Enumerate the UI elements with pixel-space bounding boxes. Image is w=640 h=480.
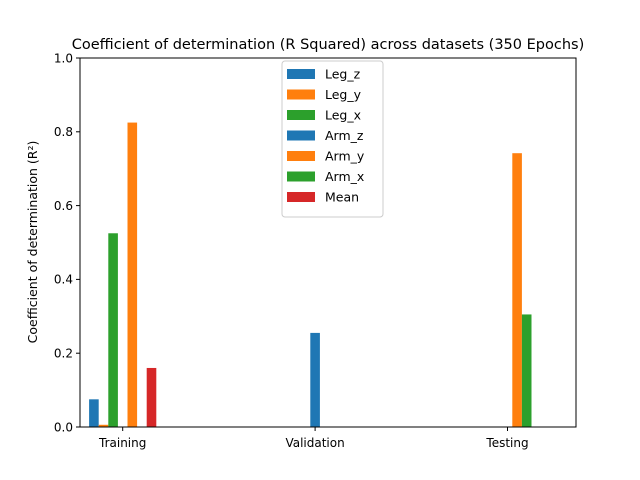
legend-swatch — [287, 89, 315, 100]
chart-title: Coefficient of determination (R Squared)… — [72, 37, 584, 53]
legend-swatch — [287, 192, 315, 202]
x-axis: Training Validation Testing — [98, 427, 529, 450]
legend-swatch — [287, 110, 315, 120]
legend-swatch — [287, 171, 315, 182]
legend-label: Mean — [325, 190, 359, 205]
legend-label: Leg_y — [325, 87, 362, 102]
legend-label: Arm_x — [325, 169, 364, 184]
legend-label: Leg_x — [325, 108, 361, 123]
legend-label: Leg_z — [325, 67, 361, 82]
legend-label: Arm_z — [325, 128, 364, 143]
plot-frame — [79, 57, 577, 428]
bar-arm-y-testing — [512, 153, 522, 427]
bars-layer — [89, 122, 532, 427]
y-tick-label: 0.8 — [54, 125, 73, 139]
y-tick-label: 0.4 — [54, 273, 73, 287]
y-axis-label: Coefficient of determination (R²) — [25, 141, 40, 344]
bar-arm-y-training — [127, 122, 138, 427]
x-tick-label: Training — [98, 436, 146, 450]
legend-swatch — [287, 151, 315, 161]
legend-label: Arm_y — [325, 149, 365, 164]
y-tick-label: 1.0 — [54, 51, 73, 65]
legend-swatch — [287, 130, 315, 141]
bar-leg-x-training — [108, 233, 118, 427]
x-tick-label: Testing — [485, 436, 528, 450]
y-tick-label: 0.2 — [54, 347, 73, 361]
bar-leg-z-training — [89, 399, 99, 427]
bar-arm-z-validation — [310, 332, 320, 427]
y-tick-label: 0.6 — [54, 199, 73, 213]
y-tick-label: 0.0 — [54, 420, 73, 434]
x-tick-label: Validation — [285, 436, 344, 450]
bar-arm-x-testing — [521, 314, 532, 427]
legend-swatch — [287, 69, 315, 79]
bar-leg-y-training — [98, 424, 109, 427]
bar-mean-training — [146, 367, 157, 427]
legend: Leg_z Leg_y Leg_x Arm_z Arm_y Arm_x Mean — [281, 60, 384, 218]
y-axis: 0.0 0.2 0.4 0.6 0.8 1.0 — [54, 51, 80, 434]
